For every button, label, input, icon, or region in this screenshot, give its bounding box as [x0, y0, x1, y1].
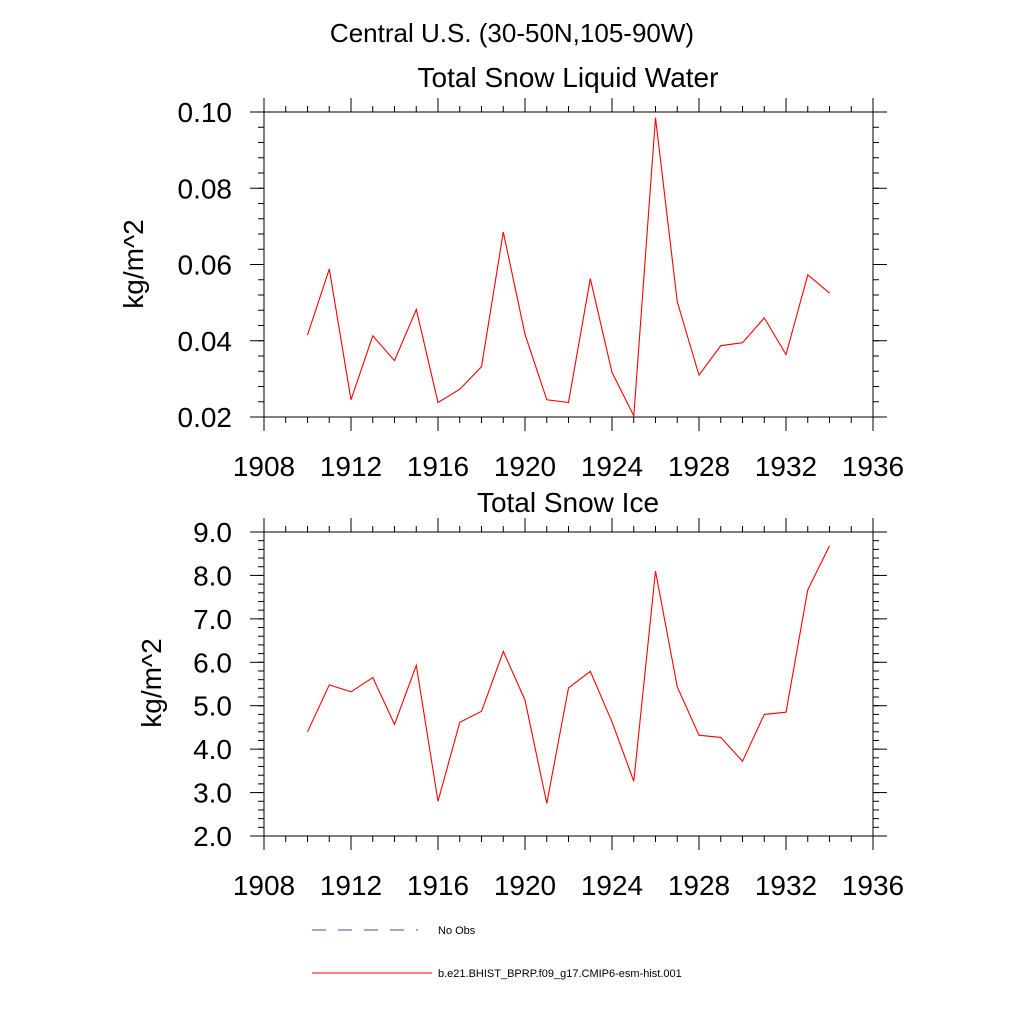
x-tick-label: 1916	[407, 870, 469, 901]
x-tick-label: 1912	[320, 451, 382, 482]
series-line	[307, 545, 830, 804]
y-tick-label: 3.0	[193, 778, 232, 809]
y-axis-label: kg/m^2	[136, 638, 167, 727]
y-tick-label: 0.10	[178, 97, 233, 128]
y-tick-label: 0.02	[178, 402, 233, 433]
figure-title: Central U.S. (30-50N,105-90W)	[330, 18, 694, 48]
chart-title: Total Snow Liquid Water	[418, 62, 719, 93]
x-tick-label: 1908	[233, 870, 295, 901]
y-tick-label: 4.0	[193, 734, 232, 765]
x-tick-label: 1936	[842, 870, 904, 901]
y-tick-label: 0.04	[178, 326, 233, 357]
x-tick-label: 1928	[668, 870, 730, 901]
x-tick-label: 1920	[494, 451, 556, 482]
y-tick-label: 6.0	[193, 647, 232, 678]
legend: No Obs b.e21.BHIST_BPRP.f09_g17.CMIP6-es…	[312, 925, 682, 980]
y-tick-label: 8.0	[193, 560, 232, 591]
x-tick-label: 1932	[755, 451, 817, 482]
y-tick-label: 2.0	[193, 821, 232, 852]
plot-frame	[263, 531, 874, 837]
x-tick-label: 1936	[842, 451, 904, 482]
y-tick-label: 0.06	[178, 250, 233, 281]
x-tick-label: 1924	[581, 451, 643, 482]
panel-snow-liquid-water: Total Snow Liquid Water kg/m^2 1908 1912 1…	[118, 62, 904, 482]
x-tick-label: 1920	[494, 870, 556, 901]
y-tick-label: 7.0	[193, 604, 232, 635]
legend-label-no-obs: No Obs	[438, 925, 476, 937]
x-tick-label: 1928	[668, 451, 730, 482]
x-tick-label: 1908	[233, 451, 295, 482]
legend-label-model: b.e21.BHIST_BPRP.f09_g17.CMIP6-esm-hist.…	[438, 968, 682, 980]
chart-title: Total Snow Ice	[477, 487, 659, 518]
y-tick-label: 0.08	[178, 173, 233, 204]
x-tick-label: 1932	[755, 870, 817, 901]
plot-frame	[263, 111, 874, 418]
y-tick-label: 9.0	[193, 517, 232, 548]
panel-snow-ice: Total Snow Ice kg/m^2 1908 1912 1916 1920 19…	[136, 487, 904, 901]
y-axis-label: kg/m^2	[118, 219, 149, 308]
series-line	[306, 117, 830, 418]
y-tick-label: 5.0	[193, 691, 232, 722]
x-tick-label: 1924	[581, 870, 643, 901]
x-tick-label: 1916	[407, 451, 469, 482]
x-tick-label: 1912	[320, 870, 382, 901]
